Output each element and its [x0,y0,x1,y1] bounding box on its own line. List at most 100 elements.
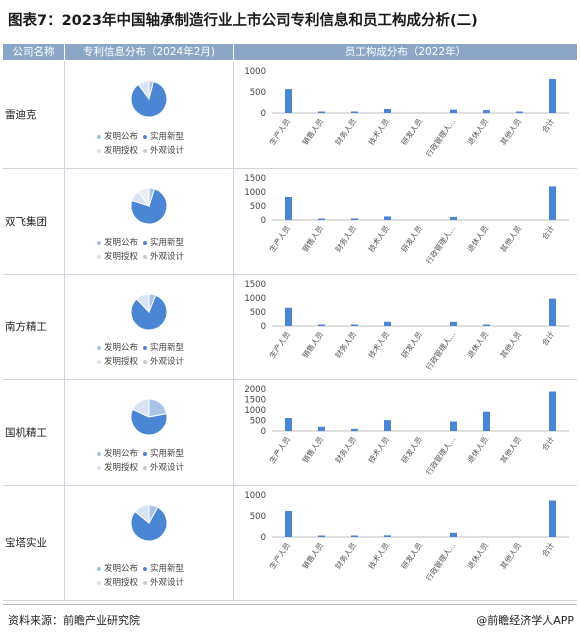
x-tick-label: 财务人员 [333,540,359,571]
x-tick-label: 财务人员 [333,116,359,147]
staff-bar [318,426,325,431]
footer-divider [3,604,577,605]
staff-bar [483,110,490,113]
legend-marker [97,148,101,153]
staff-bar [450,421,457,431]
brand-credit: @前瞻经济学人APP [476,614,574,627]
company-name-cell: 双飞集团 [3,168,65,274]
patent-pie-cell: 发明公布 实用新型发明授权 外观设计 [65,379,234,485]
staff-bar [483,411,490,431]
staff-bar [450,216,457,220]
pie-slice [132,398,150,418]
company-name-cell: 南方精工 [3,274,65,379]
x-tick-label: 行政管理人... [423,116,457,158]
staff-bar [549,500,556,537]
legend-label: 外观设计 [150,463,185,473]
company-name: 国机精工 [5,426,47,439]
legend-marker [143,134,148,139]
x-tick-label: 研发人员 [399,434,425,465]
x-tick-label: 销售人员 [300,223,326,254]
legend-item: 发明公布 [97,562,138,576]
legend-marker [143,451,148,456]
patent-pie-chart [130,187,168,225]
staff-bar [351,535,358,537]
y-tick-label: 0 [261,216,266,226]
company-name: 双飞集团 [5,215,47,228]
x-tick-label: 技术人员 [366,116,392,147]
legend-marker [97,566,101,571]
legend-label: 发明授权 [104,252,139,262]
legend-marker [143,240,148,245]
y-tick-label: 1500 [244,396,266,406]
y-tick-label: 500 [250,202,266,212]
x-tick-label: 退休人员 [465,223,491,254]
legend-item: 实用新型 [143,447,184,461]
x-tick-label: 行政管理人... [423,223,457,265]
legend-item: 发明公布 [97,341,138,355]
legend-item: 发明授权 [97,355,138,369]
legend-label: 实用新型 [150,238,185,248]
y-tick-label: 500 [250,417,266,427]
x-tick-label: 其他人员 [498,540,524,571]
legend-label: 外观设计 [150,578,185,588]
y-tick-label: 1500 [244,174,266,184]
patent-pie-chart [130,504,168,542]
pie-slice [137,187,150,208]
x-tick-label: 研发人员 [399,223,425,254]
x-tick-label: 退休人员 [465,116,491,147]
y-tick-label: 1000 [244,406,266,416]
patent-pie-chart [130,80,168,118]
staff-bar [285,89,292,113]
y-tick-label: 1000 [244,491,266,501]
company-name-cell: 宝塔实业 [3,485,65,600]
x-tick-label: 合计 [539,434,556,452]
x-tick-label: 研发人员 [399,540,425,571]
legend-item: 外观设计 [143,355,184,369]
x-tick-label: 行政管理人... [423,540,457,582]
company-name-cell: 雷迪克 [3,61,65,168]
legend-marker [143,566,148,571]
company-row: 宝塔实业 发明公布 实用新型 发明授权 外观设计 1000 500 0 生产人员 销售人员 财务人员… [3,485,577,601]
x-tick-label: 其他人员 [498,116,524,147]
y-tick-label: 0 [261,427,266,437]
staff-bar [549,79,556,113]
staff-bar [351,111,358,113]
legend-label: 实用新型 [150,132,185,142]
legend-marker [143,254,148,259]
x-tick-label: 合计 [539,540,556,558]
x-tick-label: 退休人员 [465,540,491,571]
x-tick-label: 技术人员 [366,329,392,360]
legend-item: 发明授权 [97,461,138,475]
legend-marker [97,240,101,245]
pie-slice [137,80,150,101]
legend-item: 发明公布 [97,447,138,461]
staff-bar [549,186,556,220]
company-row: 国机精工 发明公布 实用新型 发明授权 外观设计 2000 1500 1000 500 0 生产人员… [3,379,577,486]
header-staff: 员工构成分布（2022年） [234,44,577,60]
legend-label: 发明授权 [104,463,139,473]
legend-marker [97,254,101,259]
staff-bar [285,197,292,220]
staff-bar [384,535,391,537]
staff-bar [318,218,325,220]
pie-legend: 发明公布 实用新型 发明授权 外观设计 [97,562,189,590]
y-tick-label: 500 [250,512,266,522]
y-tick-label: 0 [261,533,266,543]
y-tick-label: 0 [261,109,266,119]
staff-bar-cell: 1000 500 0 生产人员 销售人员 财务人员 技术人员 研发人员 行政管理人... 退休人员… [234,485,577,600]
legend-label: 实用新型 [150,449,185,459]
staff-bar [384,216,391,220]
legend-marker [143,345,148,350]
x-tick-label: 合计 [539,223,556,241]
staff-bar-cell: 1000 500 0 生产人员 销售人员 财务人员 技术人员 研发人员 行政管理人... 退休人员… [234,61,577,168]
x-tick-label: 其他人员 [498,223,524,254]
legend-label: 外观设计 [150,146,185,156]
company-row: 双飞集团 发明公布 实用新型 发明授权 外观设计 1500 1000 500 0 生产人员 销售人员… [3,168,577,275]
legend-marker [97,580,101,585]
legend-item: 发明公布 [97,236,138,250]
legend-item: 外观设计 [143,144,184,158]
x-tick-label: 其他人员 [498,329,524,360]
staff-bar [483,324,490,326]
